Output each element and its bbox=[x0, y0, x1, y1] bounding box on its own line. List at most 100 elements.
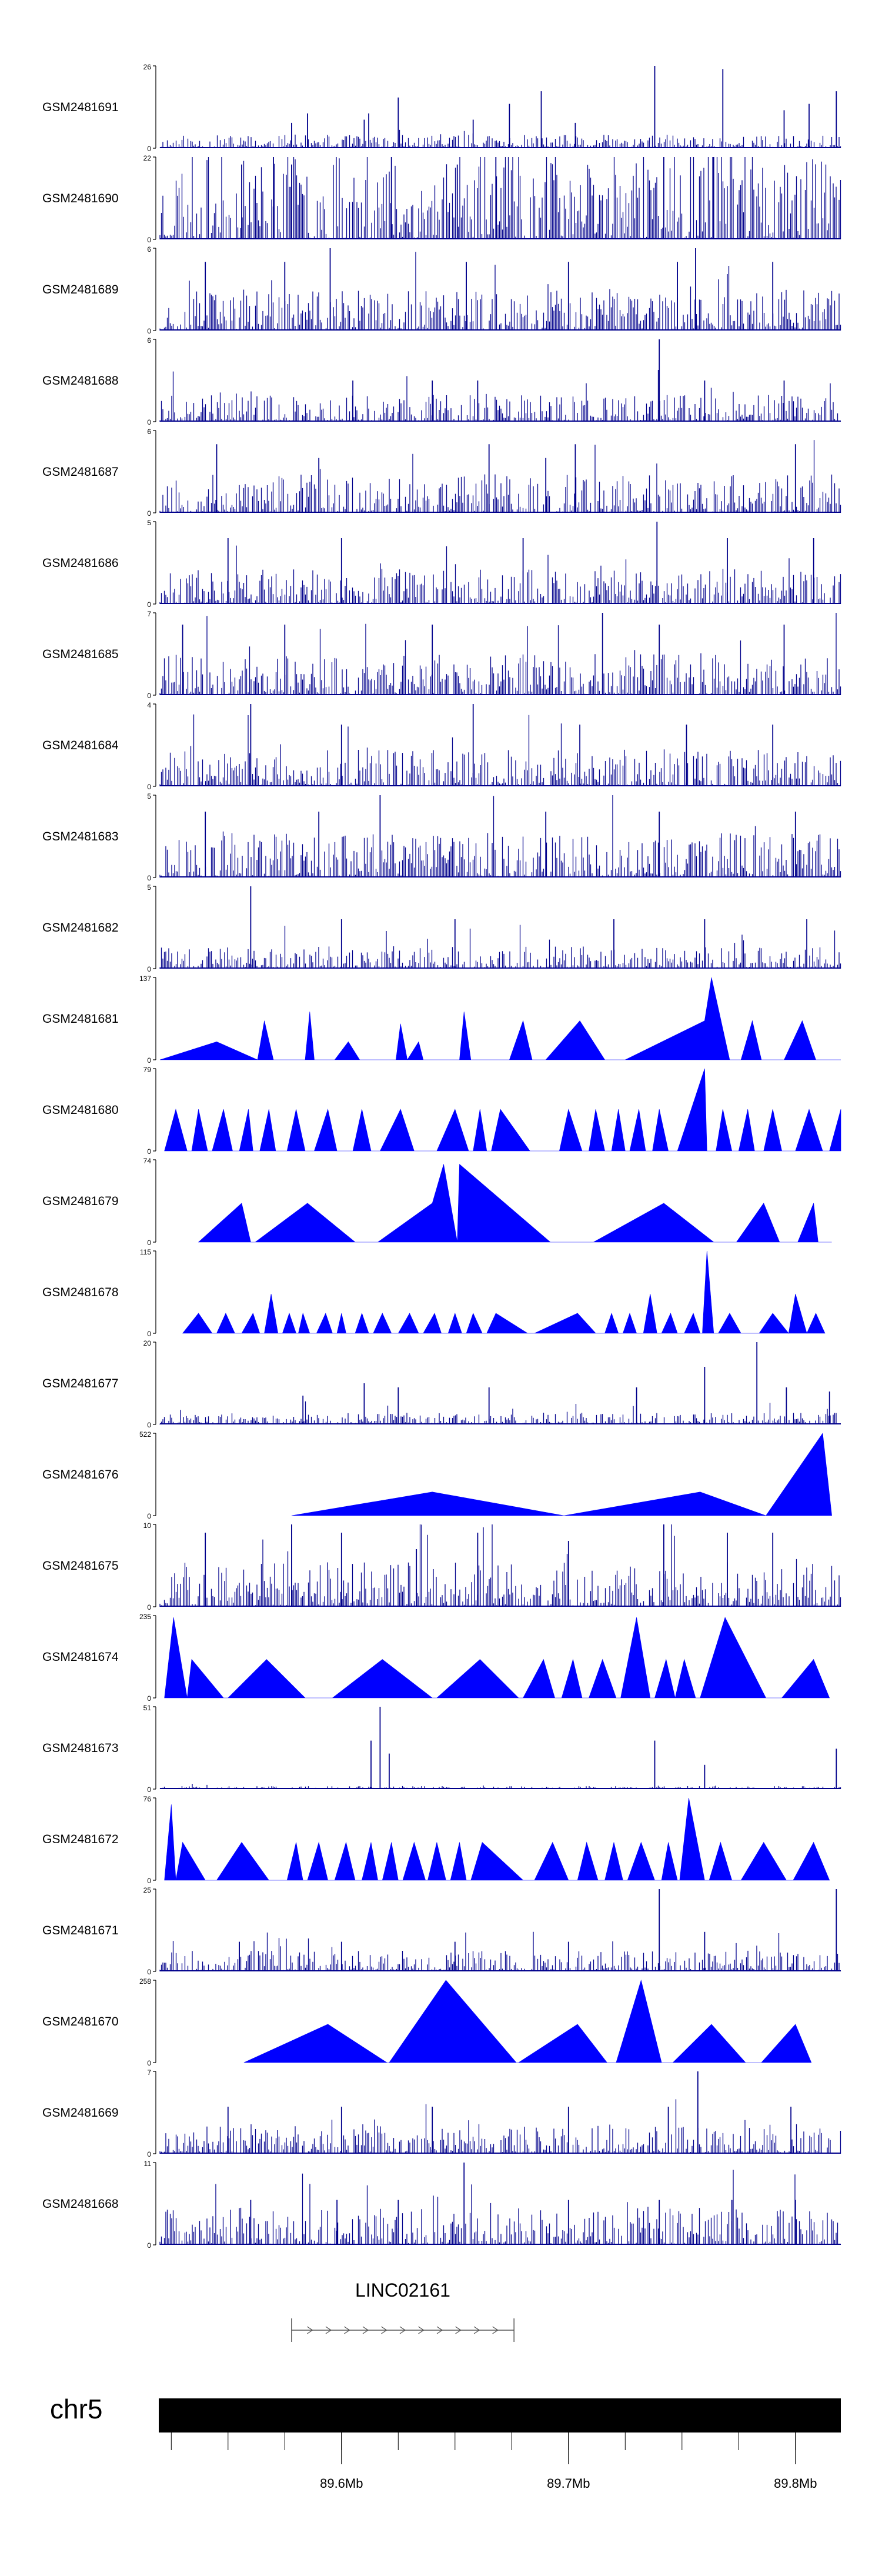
track-label: GSM2481685 bbox=[42, 648, 119, 661]
signal-bars bbox=[159, 613, 841, 695]
y-axis-max-label: 522 bbox=[139, 1430, 151, 1439]
track-label: GSM2481680 bbox=[42, 1103, 119, 1117]
signal-bars bbox=[159, 925, 841, 969]
y-axis-max-label: 6 bbox=[147, 428, 151, 436]
track-GSM2481678: GSM2481678 115 0 bbox=[42, 1248, 826, 1338]
track-GSM2481685: GSM2481685 7 0 bbox=[42, 610, 841, 700]
track-GSM2481672: GSM2481672 76 0 bbox=[42, 1795, 830, 1885]
y-axis-min-label: 0 bbox=[147, 1877, 151, 1885]
track-GSM2481691: GSM2481691 26 0 bbox=[42, 63, 841, 153]
strand-arrow-icon bbox=[436, 2326, 443, 2334]
y-axis-min-label: 0 bbox=[147, 2059, 151, 2067]
track-GSM2481688: GSM2481688 6 0 bbox=[42, 336, 841, 426]
y-axis-min-label: 0 bbox=[147, 783, 151, 791]
signal-bars bbox=[159, 1931, 841, 1971]
track-label: GSM2481679 bbox=[42, 1194, 119, 1208]
signal-bars bbox=[159, 157, 841, 239]
track-label: GSM2481670 bbox=[42, 2015, 119, 2028]
y-axis-max-label: 26 bbox=[143, 63, 152, 71]
track-GSM2481683: GSM2481683 5 0 bbox=[42, 792, 841, 882]
x-tick-label: 89.7Mb bbox=[547, 2476, 590, 2491]
track-label: GSM2481669 bbox=[42, 2106, 119, 2120]
track-GSM2481682: GSM2481682 5 0 bbox=[42, 883, 841, 973]
track-label: GSM2481675 bbox=[42, 1559, 119, 1573]
strand-arrow-icon bbox=[455, 2326, 462, 2334]
y-axis-min-label: 0 bbox=[147, 236, 151, 244]
signal-area bbox=[164, 1797, 830, 1881]
y-axis-min-label: 0 bbox=[147, 1421, 151, 1429]
y-axis-min-label: 0 bbox=[147, 1786, 151, 1794]
track-GSM2481675: GSM2481675 10 0 bbox=[42, 1521, 841, 1611]
signal-area bbox=[291, 1433, 832, 1516]
track-label: GSM2481674 bbox=[42, 1650, 119, 1664]
y-axis-min-label: 0 bbox=[147, 1603, 151, 1611]
track-GSM2481671: GSM2481671 25 0 bbox=[42, 1886, 841, 1976]
signal-bars bbox=[159, 714, 841, 786]
x-tick-label: 89.8Mb bbox=[774, 2476, 817, 2491]
y-axis-max-label: 115 bbox=[140, 1248, 151, 1256]
track-GSM2481687: GSM2481687 6 0 bbox=[42, 428, 841, 518]
gene-model-LINC02161 bbox=[291, 2318, 514, 2342]
y-axis-max-label: 22 bbox=[143, 154, 152, 162]
track-GSM2481684: GSM2481684 4 0 bbox=[42, 701, 841, 791]
strand-arrow-icon bbox=[381, 2326, 387, 2334]
track-GSM2481674: GSM2481674 235 0 bbox=[42, 1613, 830, 1703]
track-GSM2481686: GSM2481686 5 0 bbox=[42, 519, 841, 609]
y-axis-max-label: 4 bbox=[147, 701, 151, 709]
y-axis-min-label: 0 bbox=[147, 145, 151, 153]
track-label: GSM2481691 bbox=[42, 101, 119, 114]
track-GSM2481689: GSM2481689 6 0 bbox=[42, 245, 841, 335]
track-GSM2481690: GSM2481690 22 0 bbox=[42, 154, 841, 244]
y-axis-min-label: 0 bbox=[147, 600, 151, 609]
x-tick-label: 89.6Mb bbox=[320, 2476, 363, 2491]
track-label: GSM2481686 bbox=[42, 556, 119, 570]
track-label: GSM2481677 bbox=[42, 1377, 119, 1390]
y-axis-min-label: 0 bbox=[147, 418, 151, 426]
track-GSM2481668: GSM2481668 11 0 bbox=[42, 2160, 841, 2250]
track-label: GSM2481678 bbox=[42, 1286, 119, 1299]
y-axis-max-label: 5 bbox=[147, 883, 151, 892]
strand-arrow-icon bbox=[473, 2326, 480, 2334]
track-label: GSM2481671 bbox=[42, 1924, 119, 1937]
signal-area bbox=[182, 1250, 826, 1334]
strand-arrow-icon bbox=[307, 2326, 313, 2334]
y-axis-min-label: 0 bbox=[147, 2150, 151, 2158]
strand-arrow-icon bbox=[399, 2326, 406, 2334]
y-axis-min-label: 0 bbox=[147, 1239, 151, 1247]
signal-area bbox=[164, 1617, 830, 1699]
y-axis-max-label: 6 bbox=[147, 336, 151, 345]
y-axis-min-label: 0 bbox=[147, 1147, 151, 1156]
chromosome-bar bbox=[159, 2398, 841, 2432]
signal-bars bbox=[159, 1524, 841, 1607]
y-axis-min-label: 0 bbox=[147, 1330, 151, 1338]
track-label: GSM2481673 bbox=[42, 1741, 119, 1755]
y-axis-max-label: 7 bbox=[147, 610, 151, 618]
y-axis-max-label: 20 bbox=[143, 1339, 152, 1347]
signal-area bbox=[198, 1163, 832, 1243]
y-axis-max-label: 7 bbox=[147, 2068, 151, 2077]
signal-bars bbox=[159, 795, 841, 877]
strand-arrow-icon bbox=[418, 2326, 425, 2334]
y-axis-max-label: 51 bbox=[143, 1704, 152, 1712]
y-axis-max-label: 79 bbox=[143, 1066, 152, 1074]
signal-bars bbox=[159, 2170, 841, 2245]
gene-annotation-track: LINC02161 bbox=[291, 2280, 514, 2342]
signal-bars bbox=[159, 545, 841, 604]
y-axis-min-label: 0 bbox=[147, 965, 151, 973]
y-axis-max-label: 137 bbox=[139, 975, 151, 983]
track-GSM2481669: GSM2481669 7 0 bbox=[42, 2068, 841, 2158]
y-axis-min-label: 0 bbox=[147, 327, 151, 335]
track-GSM2481680: GSM2481680 79 0 bbox=[42, 1066, 841, 1156]
signal-bars bbox=[159, 2099, 841, 2154]
strand-arrow-icon bbox=[362, 2326, 369, 2334]
track-label: GSM2481676 bbox=[42, 1468, 119, 1481]
y-axis-min-label: 0 bbox=[147, 2241, 151, 2250]
y-axis-min-label: 0 bbox=[147, 874, 151, 882]
track-label: GSM2481690 bbox=[42, 192, 119, 205]
track-GSM2481673: GSM2481673 51 0 bbox=[42, 1704, 841, 1794]
y-axis-max-label: 11 bbox=[144, 2160, 152, 2168]
y-axis-min-label: 0 bbox=[147, 1056, 151, 1065]
chromosome-ideogram: chr5 89.6Mb 89.7Mb 89.8Mb bbox=[50, 2394, 841, 2491]
signal-area bbox=[243, 1979, 812, 2063]
